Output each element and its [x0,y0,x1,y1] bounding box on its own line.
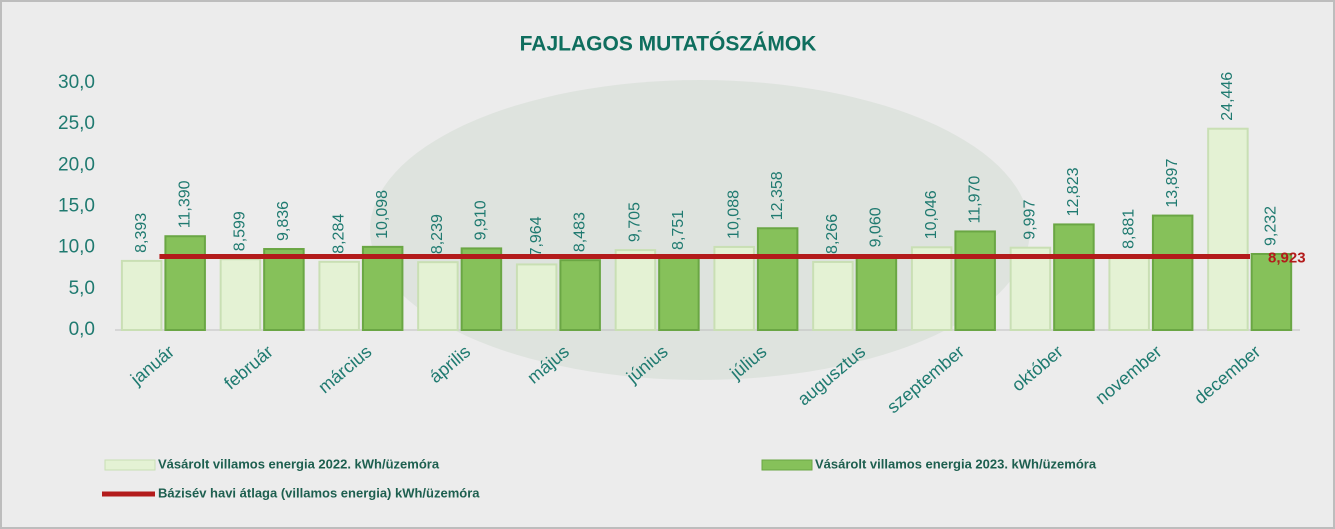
legend-label: Vásárolt villamos energia 2023. kWh/üzem… [815,456,1097,471]
value-label: 9,060 [868,207,885,247]
legend-label: Vásárolt villamos energia 2022. kWh/üzem… [158,456,440,471]
bar [1208,129,1248,330]
value-label: 8,599 [232,211,249,251]
value-label: 9,705 [627,202,644,242]
bar [1109,257,1149,330]
value-label: 9,910 [473,200,490,240]
value-label: 10,098 [374,190,391,239]
bar [560,260,600,330]
y-tick-label: 5,0 [69,278,95,299]
value-label: 8,393 [133,213,150,253]
value-label: 11,390 [176,180,193,228]
value-label: 24,446 [1219,72,1236,121]
legend-label: Bázisév havi átlaga (villamos energia) k… [158,485,480,500]
bar [122,261,162,330]
bar [1054,224,1094,330]
value-label: 12,823 [1065,167,1082,216]
bar [912,247,952,330]
value-label: 12,358 [769,171,786,220]
bar [517,264,557,330]
value-label: 9,836 [275,201,292,241]
bar [857,255,897,330]
reference-label: 8,923 [1268,250,1306,267]
value-label: 8,881 [1120,209,1137,249]
value-label: 9,232 [1263,206,1280,246]
value-label: 8,266 [824,214,841,254]
bar [221,259,261,330]
value-label: 11,970 [966,176,983,224]
legend-swatch [762,460,812,470]
chart: FAJLAGOS MUTATÓSZÁMOK 0,0 5,0 10,0 15,0 20,0… [0,0,1335,529]
y-tick-label: 15,0 [58,196,95,217]
bar [264,249,304,330]
bar [955,231,995,330]
bar [418,262,458,330]
value-label: 10,046 [923,190,940,239]
y-tick-label: 20,0 [58,154,95,175]
value-label: 8,483 [571,212,588,252]
value-label: 8,239 [429,214,446,254]
bar [616,250,656,330]
legend-swatch [105,460,155,470]
value-label: 7,964 [528,216,545,256]
bar [1011,248,1051,330]
bar [363,247,403,330]
y-tick-label: 10,0 [58,237,95,258]
value-label: 8,751 [670,210,687,250]
value-label: 8,284 [330,214,347,254]
value-label: 9,997 [1022,200,1039,240]
y-tick-label: 25,0 [58,113,95,134]
bar [758,228,798,330]
chart-title: FAJLAGOS MUTATÓSZÁMOK [520,32,817,56]
bar [462,248,502,330]
value-label: 10,088 [725,190,742,239]
bar [1153,216,1193,330]
bar [813,262,853,330]
bar [714,247,754,330]
bar [165,236,205,330]
bar [319,262,359,330]
y-tick-label: 0,0 [69,319,95,340]
value-label: 13,897 [1164,159,1181,208]
bar [659,258,699,330]
y-tick-label: 30,0 [58,72,95,93]
